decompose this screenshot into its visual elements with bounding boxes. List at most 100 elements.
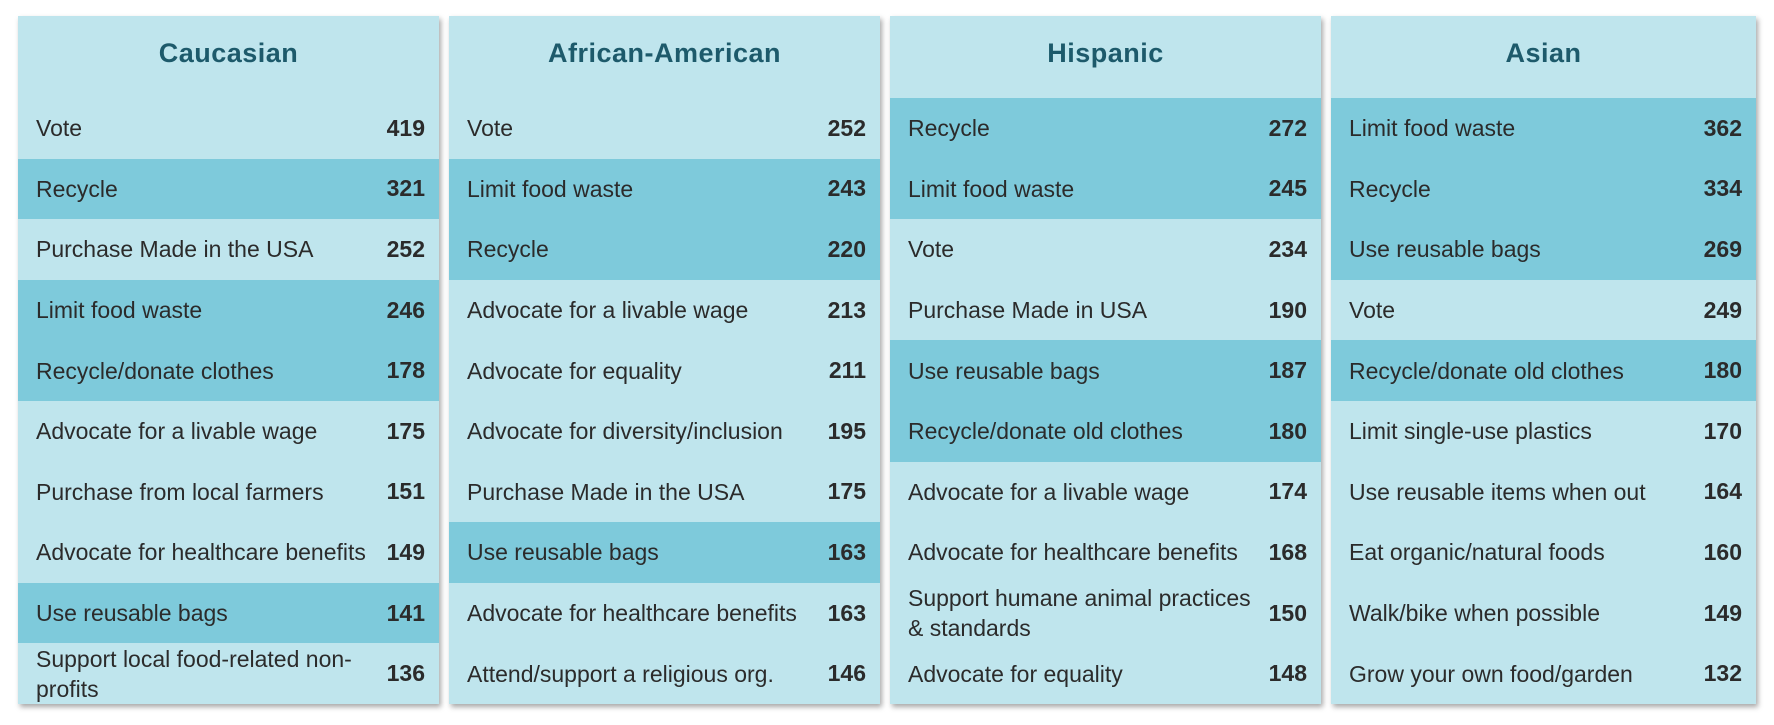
- panel-asian: Asian Limit food waste 362 Recycle 334 Use re…: [1331, 16, 1756, 704]
- table-row: Vote 419: [18, 98, 439, 159]
- row-label: Vote: [467, 115, 514, 142]
- panel-rows: Limit food waste 362 Recycle 334 Use reusabl…: [1331, 98, 1756, 704]
- row-label: Support humane animal practices & standa…: [908, 585, 1251, 642]
- table-row: Vote 249: [1331, 280, 1756, 341]
- table-row: Limit food waste 362: [1331, 98, 1756, 159]
- table-row: Purchase from local farmers 151: [18, 462, 439, 523]
- row-label: Use reusable bags: [1349, 236, 1541, 263]
- table-row: Advocate for healthcare benefits 168: [890, 522, 1321, 583]
- row-value: 252: [386, 235, 425, 262]
- row-value: 160: [1703, 538, 1742, 565]
- row-label: Advocate for healthcare benefits: [467, 600, 797, 627]
- row-value: 149: [386, 538, 425, 565]
- row-value: 163: [827, 538, 866, 565]
- row-value: 321: [386, 175, 425, 202]
- row-label: Advocate for a livable wage: [467, 297, 749, 324]
- table-row: Recycle 272: [890, 98, 1321, 159]
- table-row: Advocate for healthcare benefits 149: [18, 522, 439, 583]
- panel-caucasian: Caucasian Vote 419 Recycle 321 Purchase Made …: [18, 16, 439, 704]
- table-row: Advocate for equality 211: [449, 340, 880, 401]
- row-value: 252: [827, 114, 866, 141]
- row-value: 234: [1268, 235, 1307, 262]
- row-value: 249: [1703, 296, 1742, 323]
- table-row: Advocate for healthcare benefits 163: [449, 583, 880, 644]
- row-label: Use reusable bags: [467, 539, 659, 566]
- row-value: 132: [1703, 660, 1742, 687]
- row-value: 180: [1268, 417, 1307, 444]
- row-label: Support local food-related non-profits: [36, 645, 352, 702]
- row-value: 136: [386, 660, 425, 687]
- table-row: Limit food waste 243: [449, 158, 880, 220]
- table-row: Use reusable bags 269: [1331, 219, 1756, 280]
- row-value: 151: [386, 478, 425, 505]
- panel-title: Asian: [1505, 38, 1582, 68]
- row-label: Advocate for equality: [908, 660, 1123, 687]
- row-label: Purchase Made in the USA: [467, 478, 745, 505]
- table-row: Vote 252: [449, 98, 880, 159]
- panel-title: Hispanic: [1047, 38, 1164, 68]
- table-row: Purchase Made in the USA 175: [449, 462, 880, 523]
- row-label: Advocate for diversity/inclusion: [467, 418, 783, 445]
- row-label: Vote: [908, 236, 955, 263]
- table-row: Limit food waste 246: [18, 279, 439, 341]
- row-label: Advocate for a livable wage: [36, 418, 318, 445]
- row-value: 150: [1268, 599, 1307, 626]
- row-label: Limit food waste: [467, 175, 634, 202]
- row-value: 243: [827, 175, 866, 202]
- row-value: 245: [1268, 175, 1307, 202]
- row-value: 180: [1703, 357, 1742, 384]
- row-label: Advocate for a livable wage: [908, 478, 1190, 505]
- row-value: 149: [1703, 599, 1742, 626]
- row-value: 220: [827, 235, 866, 262]
- table-row: Limit food waste 245: [890, 158, 1321, 220]
- table-row: Advocate for a livable wage 174: [890, 462, 1321, 523]
- table-row: Recycle 321: [18, 158, 439, 220]
- row-label: Advocate for equality: [467, 357, 682, 384]
- table-row: Use reusable items when out 164: [1331, 462, 1756, 523]
- row-value: 246: [386, 296, 425, 323]
- row-label: Recycle/donate clothes: [36, 357, 274, 384]
- row-label: Limit food waste: [1349, 115, 1516, 142]
- row-value: 175: [386, 417, 425, 444]
- row-value: 272: [1268, 114, 1307, 141]
- table-row: Recycle/donate clothes 178: [18, 340, 439, 401]
- panel-title: Caucasian: [158, 38, 299, 68]
- row-label: Purchase Made in the USA: [36, 236, 314, 263]
- row-value: 178: [386, 357, 425, 384]
- row-value: 213: [827, 296, 866, 323]
- row-label: Use reusable bags: [36, 600, 228, 627]
- table-row: Use reusable bags 187: [890, 340, 1321, 401]
- row-label: Attend/support a religious org.: [467, 660, 774, 687]
- table-row: Grow your own food/garden 132: [1331, 643, 1756, 704]
- row-value: 269: [1703, 235, 1742, 262]
- table-row: Support local food-related non-profits 13…: [18, 643, 439, 704]
- row-value: 148: [1268, 660, 1307, 687]
- panel-rows: Recycle 272 Limit food waste 245 Vote 234 Purc…: [890, 98, 1321, 704]
- panel-rows: Vote 252 Limit food waste 243 Recycle 220 Advo…: [449, 98, 880, 704]
- row-value: 211: [828, 357, 866, 384]
- row-value: 334: [1703, 175, 1742, 202]
- row-value: 175: [827, 478, 866, 505]
- row-label: Recycle: [467, 236, 549, 263]
- row-value: 362: [1703, 114, 1742, 141]
- panel-title: African-American: [547, 38, 782, 68]
- row-label: Recycle: [1349, 175, 1431, 202]
- table-row: Recycle 334: [1331, 158, 1756, 220]
- row-value: 174: [1268, 478, 1307, 505]
- panel-hispanic: Hispanic Recycle 272 Limit food waste 245 Vot…: [890, 16, 1321, 704]
- table-row: Recycle/donate old clothes 180: [1331, 340, 1756, 401]
- row-label: Purchase Made in USA: [908, 297, 1148, 324]
- table-row: Limit single-use plastics 170: [1331, 401, 1756, 462]
- row-label: Eat organic/natural foods: [1349, 539, 1605, 566]
- table-row: Use reusable bags 141: [18, 582, 439, 644]
- table-row: Recycle/donate old clothes 180: [890, 400, 1321, 462]
- row-label: Recycle/donate old clothes: [908, 418, 1183, 445]
- row-label: Vote: [36, 115, 83, 142]
- row-value: 163: [827, 599, 866, 626]
- row-value: 164: [1703, 478, 1742, 505]
- table-row: Eat organic/natural foods 160: [1331, 522, 1756, 583]
- table-row: Support humane animal practices & standa…: [890, 583, 1321, 644]
- row-value: 170: [1703, 417, 1742, 444]
- row-label: Recycle: [36, 175, 118, 202]
- row-value: 190: [1268, 296, 1307, 323]
